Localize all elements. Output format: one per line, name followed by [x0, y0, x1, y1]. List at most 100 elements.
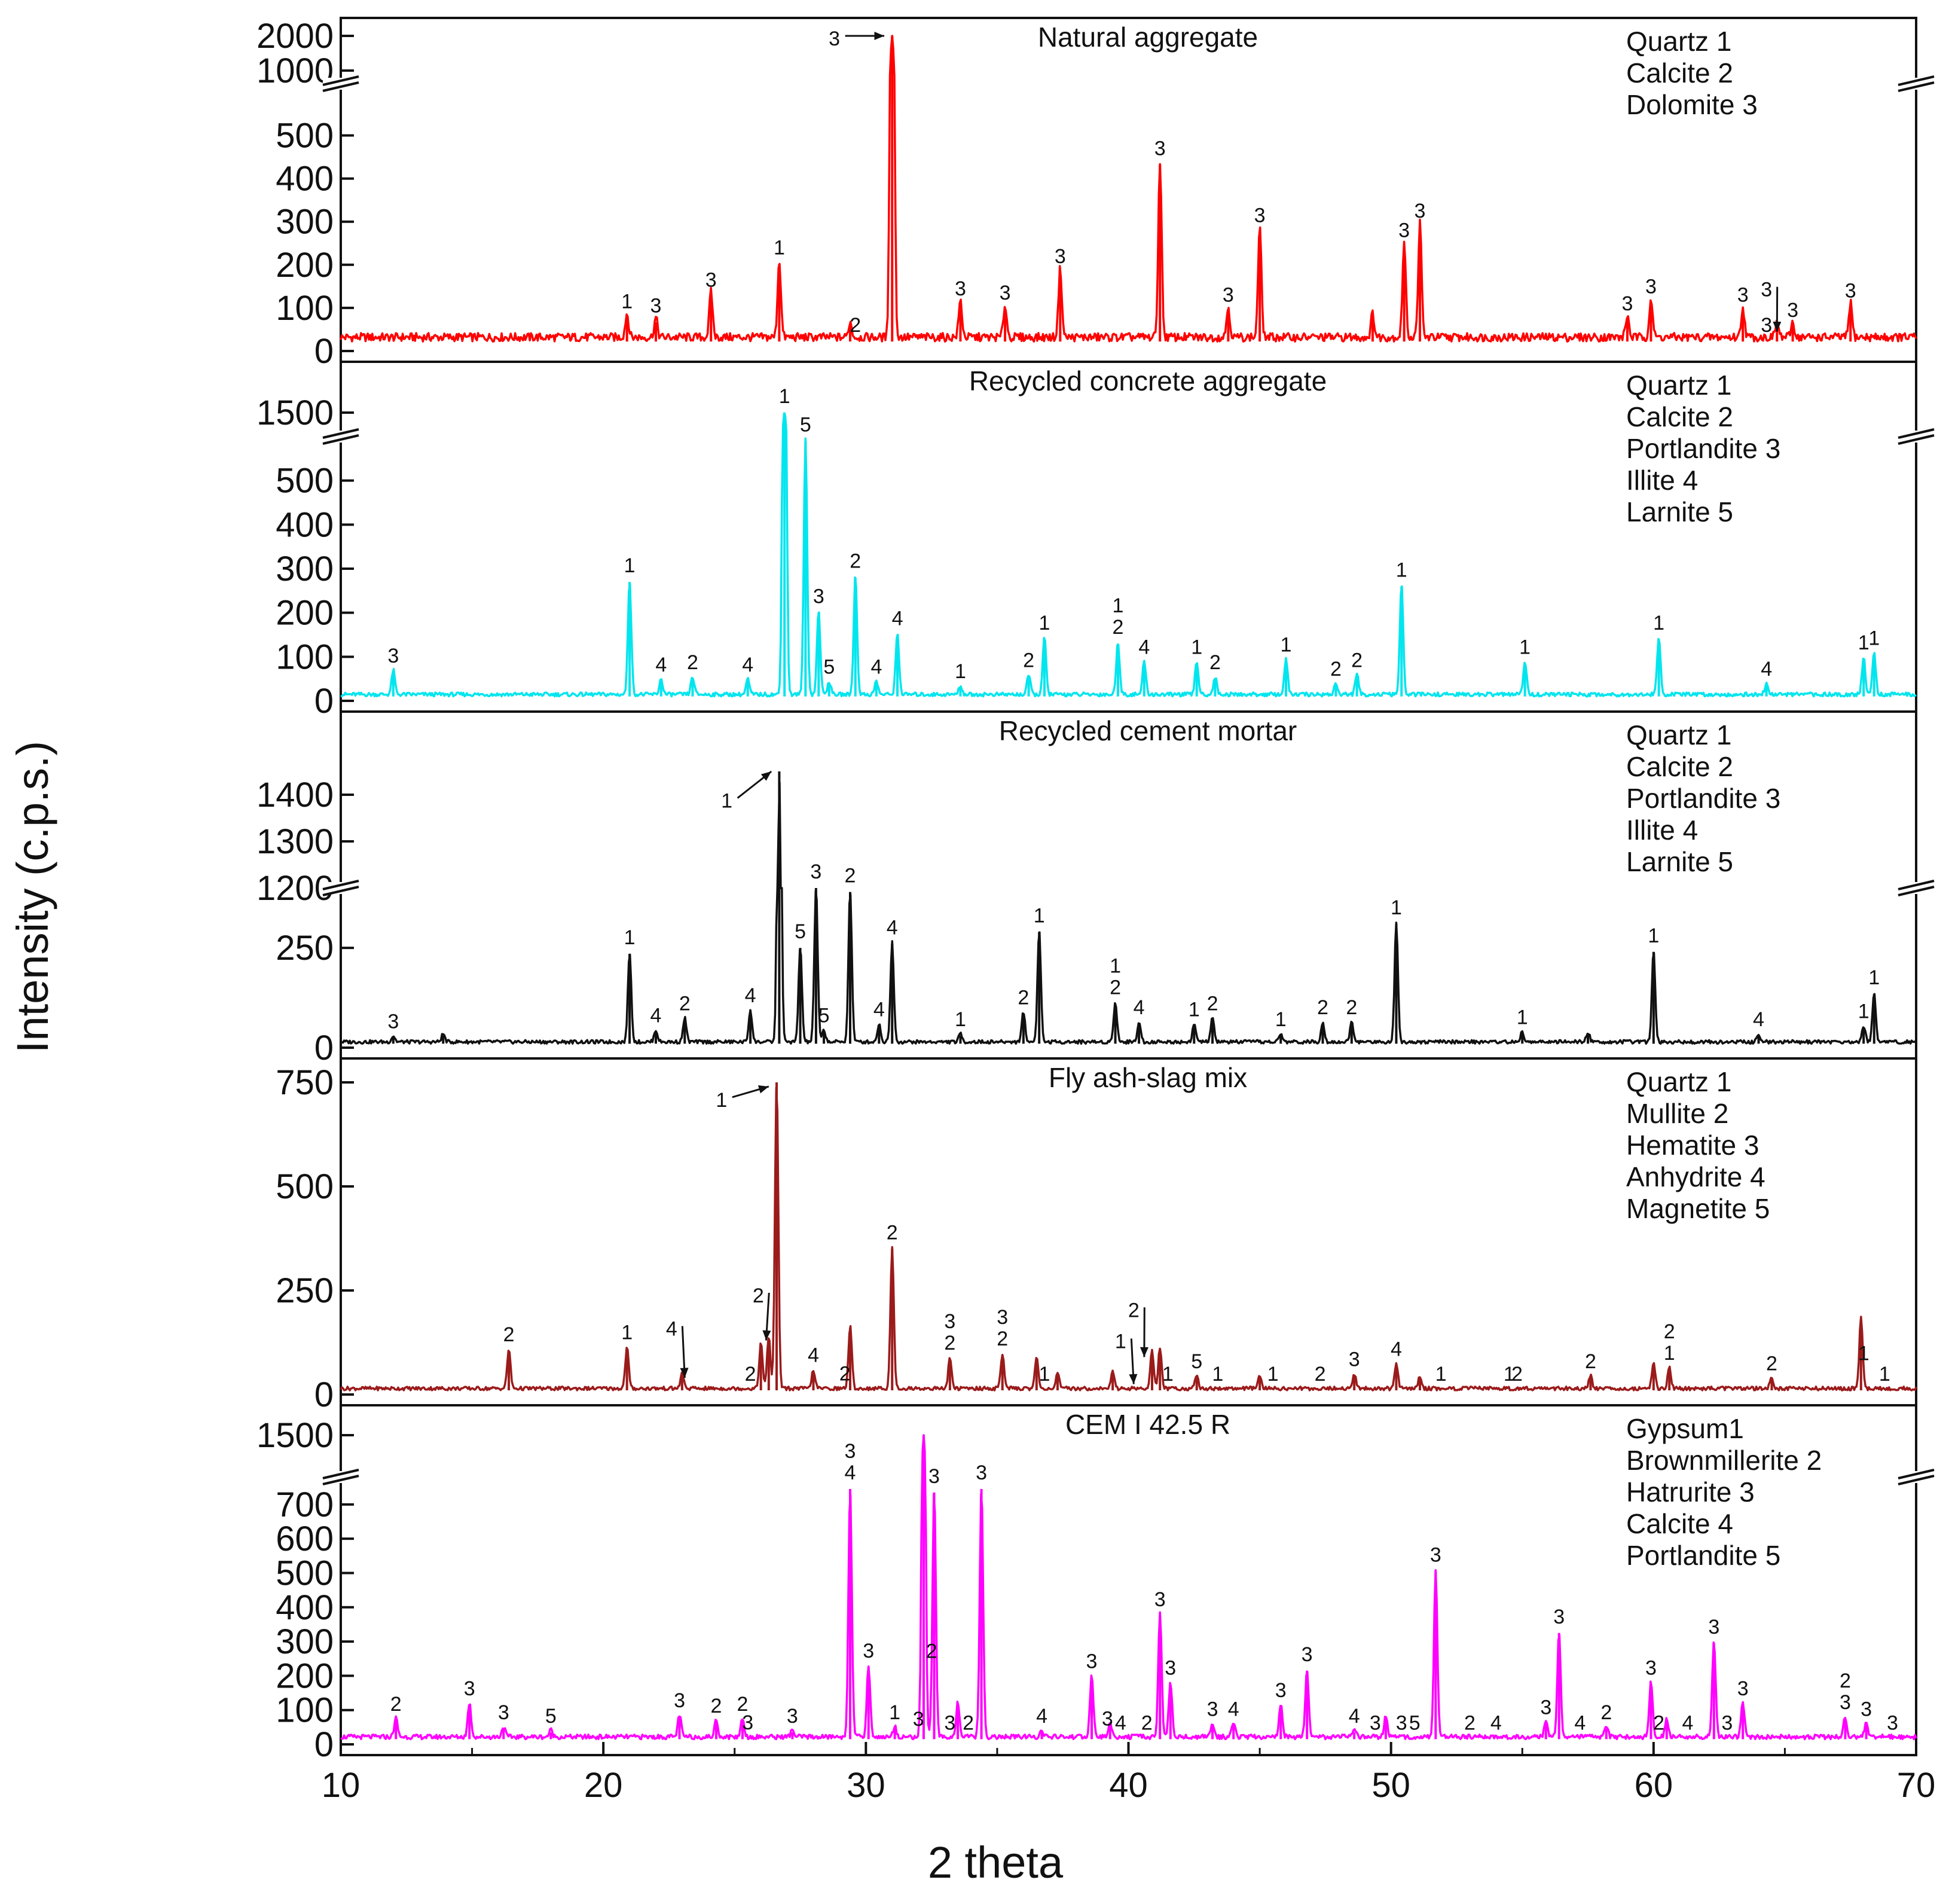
peak-label: 2	[1207, 992, 1218, 1015]
axis-break-mark	[1898, 1469, 1935, 1479]
x-axis: 10 20 30 40 50 60 70	[322, 1742, 1935, 1805]
peak-label: 3	[863, 1640, 874, 1662]
peak-label: 1	[1879, 1363, 1890, 1386]
axis-break-mark	[1898, 428, 1935, 439]
peak-label: 3	[1302, 1643, 1313, 1666]
peak-label: 5	[800, 413, 811, 436]
annotation-label: 2	[1128, 1299, 1140, 1322]
y-tick-label: 1000	[256, 51, 334, 90]
peak-label: 4	[1134, 996, 1145, 1019]
peak-label: 5	[1191, 1350, 1202, 1373]
legend-entry: Dolomite 3	[1626, 89, 1758, 120]
y-tick-label: 500	[276, 1554, 334, 1592]
axis-break-gap	[323, 882, 359, 894]
peak-label: 4	[873, 998, 885, 1021]
y-tick-label: 300	[276, 1622, 334, 1661]
peak-label: 3	[1721, 1711, 1733, 1734]
peak-label: 3	[1737, 1677, 1749, 1700]
legend-entry: Portlandite 3	[1626, 433, 1780, 464]
peak-label: 3	[464, 1677, 475, 1700]
panel-title: Fly ash-slag mix	[1049, 1062, 1247, 1093]
peak-label: 1	[889, 1701, 900, 1724]
peak-label: 3	[997, 1306, 1008, 1329]
peak-label: 4	[892, 608, 903, 630]
peak-label: 4	[1228, 1698, 1239, 1720]
peak-label: 2	[845, 865, 856, 887]
peak-label: 3	[1102, 1708, 1113, 1731]
peak-label: 3	[1396, 1711, 1407, 1734]
peak-label: 1	[1391, 896, 1402, 919]
peak-label: 2	[997, 1328, 1008, 1350]
peak-label: 2	[737, 1693, 748, 1716]
peak-label: 3	[1349, 1348, 1360, 1371]
annotation-arrow-head	[1129, 1374, 1138, 1384]
y-tick-label: 1200	[256, 869, 334, 908]
legend-entry: Mullite 2	[1626, 1098, 1728, 1129]
peak-label: 3	[498, 1701, 509, 1724]
peak-label: 3	[810, 861, 821, 883]
x-tick-label: 60	[1635, 1766, 1673, 1805]
legend-entry: Hematite 3	[1626, 1130, 1759, 1161]
y-tick-label: 100	[276, 289, 334, 328]
panel-1: 0 100 200 300 400 500 1500 Recycled concrete ag…	[256, 361, 1935, 721]
axis-break-mark	[322, 1475, 359, 1485]
y-tick-label: 200	[276, 246, 334, 285]
peak-label: 5	[823, 656, 835, 679]
legend-entry: Hatrurite 3	[1626, 1476, 1755, 1508]
peak-label: 1	[1868, 966, 1880, 989]
annotation-label: 3	[1761, 279, 1772, 301]
axis-break-mark	[322, 886, 359, 896]
legend-entry: Larnite 5	[1626, 496, 1733, 527]
peak-label: 2	[1585, 1350, 1596, 1373]
panel-3: 0 250 500 750 Fly ash-slag mix Quartz 1Mullit…	[276, 1057, 1917, 1414]
peak-label: 4	[1138, 636, 1150, 658]
diffraction-trace	[340, 1434, 1917, 1741]
peak-label: 5	[818, 1004, 830, 1027]
peak-label: 1	[1039, 1363, 1050, 1386]
peak-label: 2	[1600, 1701, 1612, 1724]
y-tick-label: 1300	[256, 822, 334, 861]
annotation-arrow-head	[680, 1368, 689, 1378]
peak-label: 2	[1653, 1711, 1664, 1734]
peak-label: 2	[944, 1332, 955, 1354]
peak-label: 4	[1115, 1711, 1126, 1734]
peak-label: 3	[1553, 1606, 1565, 1628]
peak-label: 3	[1275, 1679, 1287, 1702]
peak-label: 3	[1540, 1696, 1551, 1719]
peak-label: 4	[650, 1004, 662, 1027]
peak-label: 1	[1039, 612, 1050, 634]
x-tick-label: 30	[847, 1766, 885, 1805]
peak-label: 3	[1254, 204, 1266, 227]
peak-label: 3	[1165, 1657, 1176, 1680]
peak-label: 1	[1162, 1363, 1174, 1386]
y-tick-label: 100	[276, 637, 334, 676]
peak-label: 2	[1112, 616, 1123, 639]
peak-label: 2	[1840, 1670, 1851, 1692]
legend-entry: Quartz 1	[1626, 26, 1731, 57]
axis-break-mark	[322, 880, 359, 890]
peak-label: 1	[1664, 1342, 1675, 1365]
annotation-label: 4	[666, 1318, 677, 1341]
axis-break-mark	[322, 81, 359, 92]
peak-label: 4	[742, 654, 753, 676]
peak-label: 3	[1154, 138, 1166, 160]
annotation-arrow-head	[757, 1085, 769, 1094]
peak-label: 2	[839, 1362, 851, 1385]
peak-label: 2	[1766, 1353, 1777, 1375]
peak-label: 2	[1141, 1711, 1153, 1734]
peak-label: 2	[1315, 1363, 1326, 1386]
peak-label: 1	[621, 1321, 633, 1344]
legend-entry: Illite 4	[1626, 814, 1698, 846]
peak-label: 1	[1858, 631, 1870, 654]
axis-break-mark	[1898, 1475, 1935, 1485]
peak-label: 2	[1209, 651, 1221, 674]
peak-label: 1	[1648, 924, 1659, 947]
peak-label: 3	[976, 1461, 987, 1484]
y-tick-label: 250	[276, 1271, 334, 1310]
y-tick-label: 0	[314, 1029, 334, 1067]
peak-label: 3	[944, 1711, 955, 1734]
y-tick-label: 0	[314, 682, 334, 721]
legend-entry: Anhydrite 4	[1626, 1161, 1765, 1192]
